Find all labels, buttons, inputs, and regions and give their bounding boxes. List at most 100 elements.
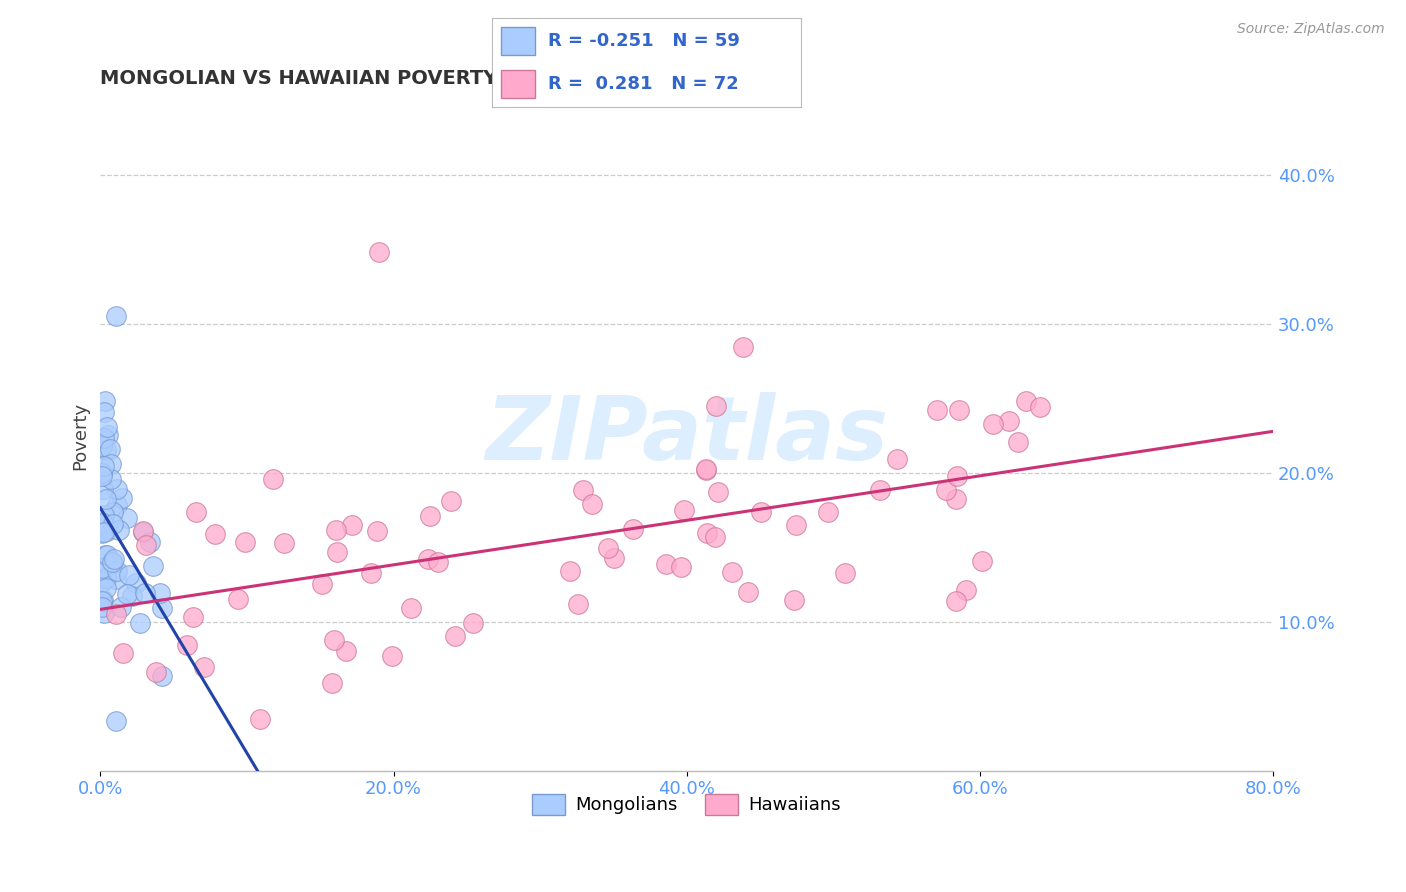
Point — [112, 646, 135, 660]
Point — [105, 573, 128, 587]
Point — [101, 555, 124, 569]
Point — [96, 524, 118, 538]
Point — [572, 483, 595, 497]
Point — [90, 439, 112, 453]
Point — [96, 420, 118, 434]
Point — [105, 498, 128, 512]
Point — [110, 599, 132, 614]
Point — [426, 555, 449, 569]
Point — [93, 431, 115, 445]
Point — [948, 403, 970, 417]
Point — [1028, 400, 1050, 414]
Point — [103, 551, 125, 566]
Point — [444, 629, 467, 643]
Point — [118, 568, 141, 582]
Point — [101, 505, 124, 519]
Point — [703, 530, 725, 544]
Point — [93, 524, 115, 539]
Point — [193, 660, 215, 674]
Point — [418, 552, 440, 566]
Point — [366, 524, 388, 538]
Point — [142, 558, 165, 573]
Point — [567, 597, 589, 611]
Point — [321, 676, 343, 690]
Point — [560, 564, 582, 578]
Point — [115, 587, 138, 601]
Point — [91, 600, 114, 615]
Point — [91, 516, 114, 530]
Point — [90, 594, 112, 608]
Point — [91, 483, 114, 497]
Point — [204, 527, 226, 541]
Point — [131, 524, 153, 538]
Point — [181, 610, 204, 624]
Point — [655, 557, 678, 571]
Point — [97, 521, 120, 535]
Point — [100, 458, 122, 472]
Point — [581, 497, 603, 511]
Point — [94, 491, 117, 506]
Point — [598, 541, 620, 555]
Point — [129, 615, 152, 630]
Point — [91, 562, 114, 576]
Point — [323, 633, 346, 648]
Point — [886, 451, 908, 466]
Point — [125, 576, 148, 591]
Point — [135, 538, 157, 552]
Point — [93, 548, 115, 562]
Point — [117, 511, 139, 525]
Point — [367, 245, 389, 260]
Point — [96, 443, 118, 458]
Point — [249, 712, 271, 726]
Point — [93, 606, 115, 620]
Point — [149, 585, 172, 599]
Point — [927, 403, 949, 417]
Point — [93, 405, 115, 419]
Point — [935, 483, 957, 498]
Legend: Mongolians, Hawaiians: Mongolians, Hawaiians — [524, 787, 848, 822]
Point — [111, 491, 134, 505]
Text: ZIPatlas: ZIPatlas — [485, 392, 889, 479]
Point — [325, 545, 347, 559]
Point — [90, 468, 112, 483]
Y-axis label: Poverty: Poverty — [72, 401, 89, 469]
Point — [91, 526, 114, 541]
Point — [131, 525, 153, 540]
Point — [105, 564, 128, 578]
Point — [970, 553, 993, 567]
Point — [783, 593, 806, 607]
Point — [105, 482, 128, 496]
FancyBboxPatch shape — [502, 27, 536, 55]
FancyBboxPatch shape — [502, 70, 536, 98]
Point — [785, 518, 807, 533]
Point — [669, 559, 692, 574]
Point — [696, 525, 718, 540]
Point — [440, 494, 463, 508]
Point — [96, 548, 118, 562]
Point — [103, 516, 125, 531]
Point — [733, 340, 755, 354]
Point — [226, 591, 249, 606]
Point — [176, 638, 198, 652]
Point — [311, 577, 333, 591]
Point — [105, 607, 128, 621]
Text: Source: ZipAtlas.com: Source: ZipAtlas.com — [1237, 22, 1385, 37]
Point — [145, 665, 167, 679]
Point — [381, 648, 404, 663]
Point — [184, 505, 207, 519]
Point — [706, 484, 728, 499]
Point — [273, 536, 295, 550]
Point — [704, 399, 727, 413]
Point — [97, 428, 120, 442]
Point — [335, 644, 357, 658]
Point — [103, 556, 125, 570]
Point — [150, 601, 173, 615]
Point — [955, 583, 977, 598]
Point — [90, 466, 112, 480]
Point — [817, 505, 839, 519]
Point — [419, 509, 441, 524]
Point — [945, 492, 967, 507]
Point — [108, 523, 131, 537]
Point — [93, 459, 115, 474]
Point — [121, 589, 143, 603]
